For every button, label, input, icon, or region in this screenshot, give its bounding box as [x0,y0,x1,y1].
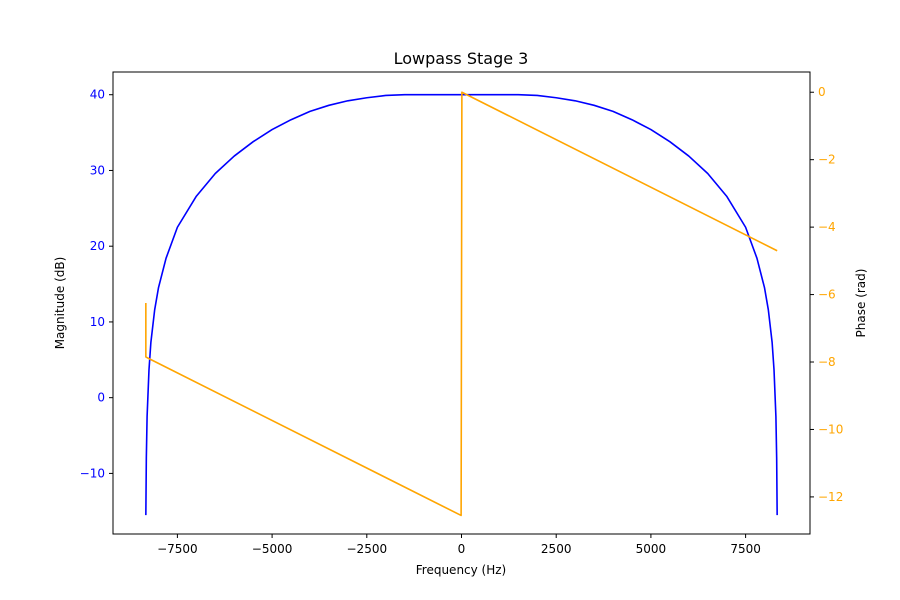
x-tick-label: −7500 [157,542,198,556]
x-tick-label: 2500 [541,542,572,556]
x-tick-label: −2500 [347,542,388,556]
right-tick-label: 0 [818,85,826,99]
left-tick-label: 20 [90,239,105,253]
x-axis-label: Frequency (Hz) [416,563,507,577]
left-tick-label: 0 [97,391,105,405]
phase-line [145,91,778,517]
left-tick-label: 40 [90,88,105,102]
right-tick-label: −4 [818,220,836,234]
x-tick-label: 7500 [730,542,761,556]
chart-title: Lowpass Stage 3 [394,49,529,68]
right-y-axis: −12 −10 −8 −6 −4 −2 0 [810,85,843,504]
left-tick-label: 30 [90,163,105,177]
right-tick-label: −8 [818,355,836,369]
x-tick-label: −5000 [252,542,293,556]
right-tick-label: −10 [818,422,843,436]
left-y-axis: −10 0 10 20 30 40 [80,88,113,480]
x-axis: −7500 −5000 −2500 0 2500 5000 7500 [157,534,761,556]
right-tick-label: −2 [818,153,836,167]
left-tick-label: −10 [80,466,105,480]
x-tick-label: 5000 [636,542,667,556]
left-tick-label: 10 [90,315,105,329]
right-tick-label: −12 [818,490,843,504]
plot-area [112,71,811,535]
right-tick-label: −6 [818,288,836,302]
left-y-axis-label: Magnitude (dB) [53,257,67,350]
right-y-axis-label: Phase (rad) [854,269,868,338]
x-tick-label: 0 [458,542,466,556]
series-layer [145,91,778,517]
